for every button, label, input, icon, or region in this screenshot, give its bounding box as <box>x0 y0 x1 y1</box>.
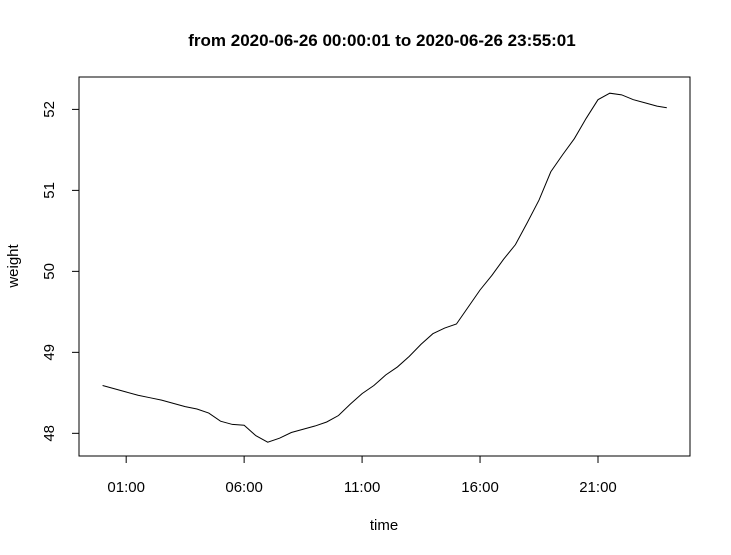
x-axis: 01:00 06:00 11:00 16:00 21:00 <box>107 456 617 496</box>
plot-frame <box>78 76 691 457</box>
y-axis: 48 49 50 51 52 <box>41 101 79 442</box>
x-axis-label: time <box>370 517 398 534</box>
y-tick-label: 51 <box>41 182 58 199</box>
y-tick-label: 52 <box>41 101 58 118</box>
x-tick-label: 01:00 <box>107 479 145 496</box>
series-line <box>102 92 667 443</box>
y-tick-label: 48 <box>41 425 58 442</box>
x-tick-label: 16:00 <box>461 479 499 496</box>
chart-title: from 2020-06-26 00:00:01 to 2020-06-26 2… <box>188 31 575 50</box>
x-tick-label: 11:00 <box>344 479 380 496</box>
y-tick-label: 50 <box>41 263 58 280</box>
x-tick-label: 21:00 <box>579 479 617 496</box>
y-axis-label: weight <box>5 243 22 288</box>
x-tick-label: 06:00 <box>225 479 263 496</box>
y-tick-label: 49 <box>41 344 58 361</box>
